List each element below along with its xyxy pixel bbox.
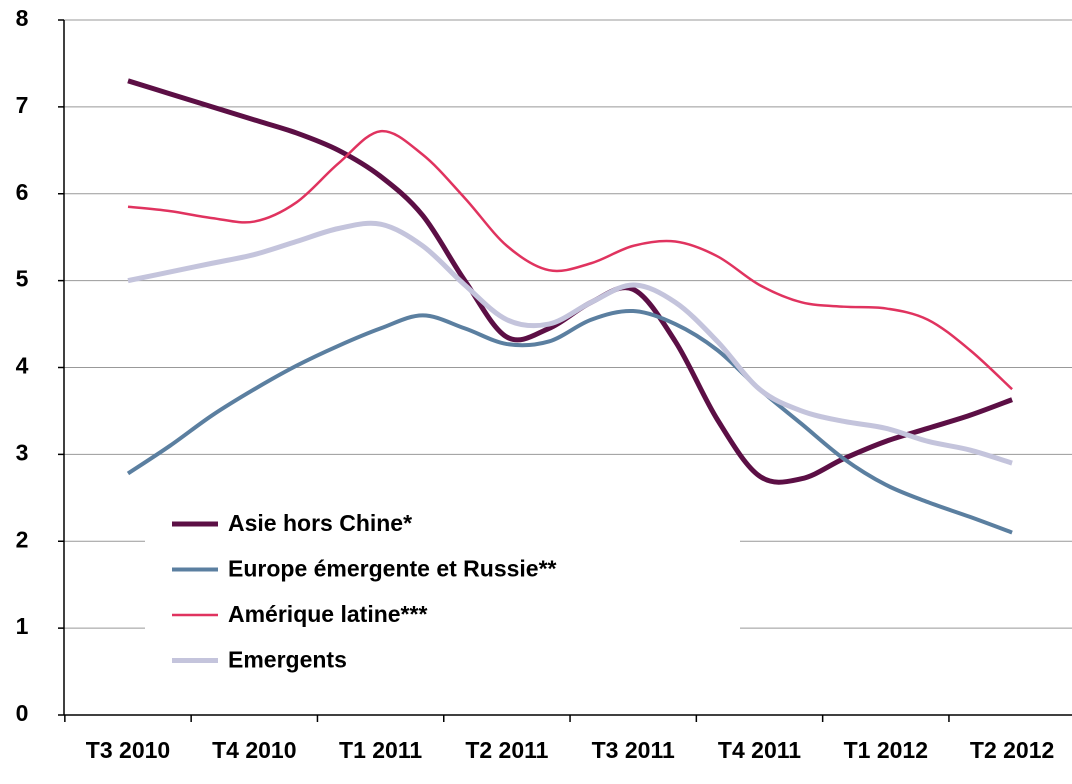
series-line (127, 78, 1013, 485)
y-tick-label: 5 (16, 266, 29, 292)
x-tick-label: T2 2011 (465, 737, 548, 763)
y-tick-label: 1 (16, 613, 29, 639)
legend-box (145, 505, 740, 690)
legend-label: Amérique latine*** (228, 601, 427, 627)
x-tick-label: T4 2011 (718, 737, 801, 763)
series-line (126, 308, 1013, 535)
series-line (127, 129, 1013, 391)
y-tick-label: 4 (16, 353, 29, 379)
legend-label: Asie hors Chine* (228, 510, 412, 536)
series-line (127, 220, 1013, 466)
legend-label: Europe émergente et Russie** (228, 556, 557, 582)
x-tick-label: T1 2011 (339, 737, 422, 763)
x-tick-label: T3 2011 (592, 737, 675, 763)
y-tick-label: 8 (16, 5, 29, 31)
y-tick-label: 0 (16, 700, 29, 726)
y-tick-label: 6 (16, 179, 29, 205)
y-tick-label: 2 (16, 526, 29, 552)
x-tick-label: T4 2010 (212, 737, 296, 763)
x-tick-label: T1 2012 (844, 737, 928, 763)
x-tick-label: T2 2012 (970, 737, 1054, 763)
legend-label: Emergents (228, 647, 347, 673)
y-tick-label: 3 (16, 439, 29, 465)
y-tick-label: 7 (16, 92, 29, 118)
x-tick-label: T3 2010 (86, 737, 170, 763)
